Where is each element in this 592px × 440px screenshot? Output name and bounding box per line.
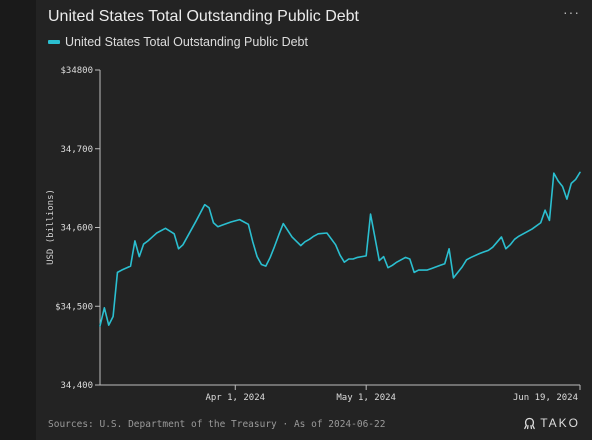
more-options-icon[interactable]: ··· [563, 4, 580, 20]
x-tick-label: May 1, 2024 [336, 393, 396, 403]
legend[interactable]: United States Total Outstanding Public D… [48, 35, 308, 49]
tako-logo: TAKO [523, 416, 580, 430]
y-tick-label: $34,500 [55, 302, 93, 312]
tako-logo-icon [524, 417, 536, 429]
legend-label: United States Total Outstanding Public D… [65, 35, 308, 49]
x-tick-label: Jun 19, 2024 [513, 393, 578, 403]
series-line [99, 171, 581, 327]
tako-logo-text: TAKO [540, 416, 580, 430]
y-tick-label: 34,600 [60, 224, 93, 234]
x-axis: Apr 1, 2024 May 1, 2024 Jun 19, 2024 [100, 384, 581, 403]
x-tick-label: Apr 1, 2024 [205, 393, 265, 403]
y-tick-label: $34800 [60, 66, 93, 76]
series-group [99, 171, 581, 327]
y-axis: 34,400 $34,500 34,600 34,700 $34800 [55, 66, 101, 391]
y-axis-label: USD (billions) [46, 189, 56, 265]
chart-card [36, 0, 592, 440]
legend-swatch [48, 40, 60, 44]
chart-title: United States Total Outstanding Public D… [48, 8, 359, 25]
y-tick-label: 34,700 [60, 145, 93, 155]
source-note: Sources: U.S. Department of the Treasury… [48, 419, 386, 430]
left-side-panel [0, 0, 36, 440]
y-tick-label: 34,400 [60, 381, 93, 391]
